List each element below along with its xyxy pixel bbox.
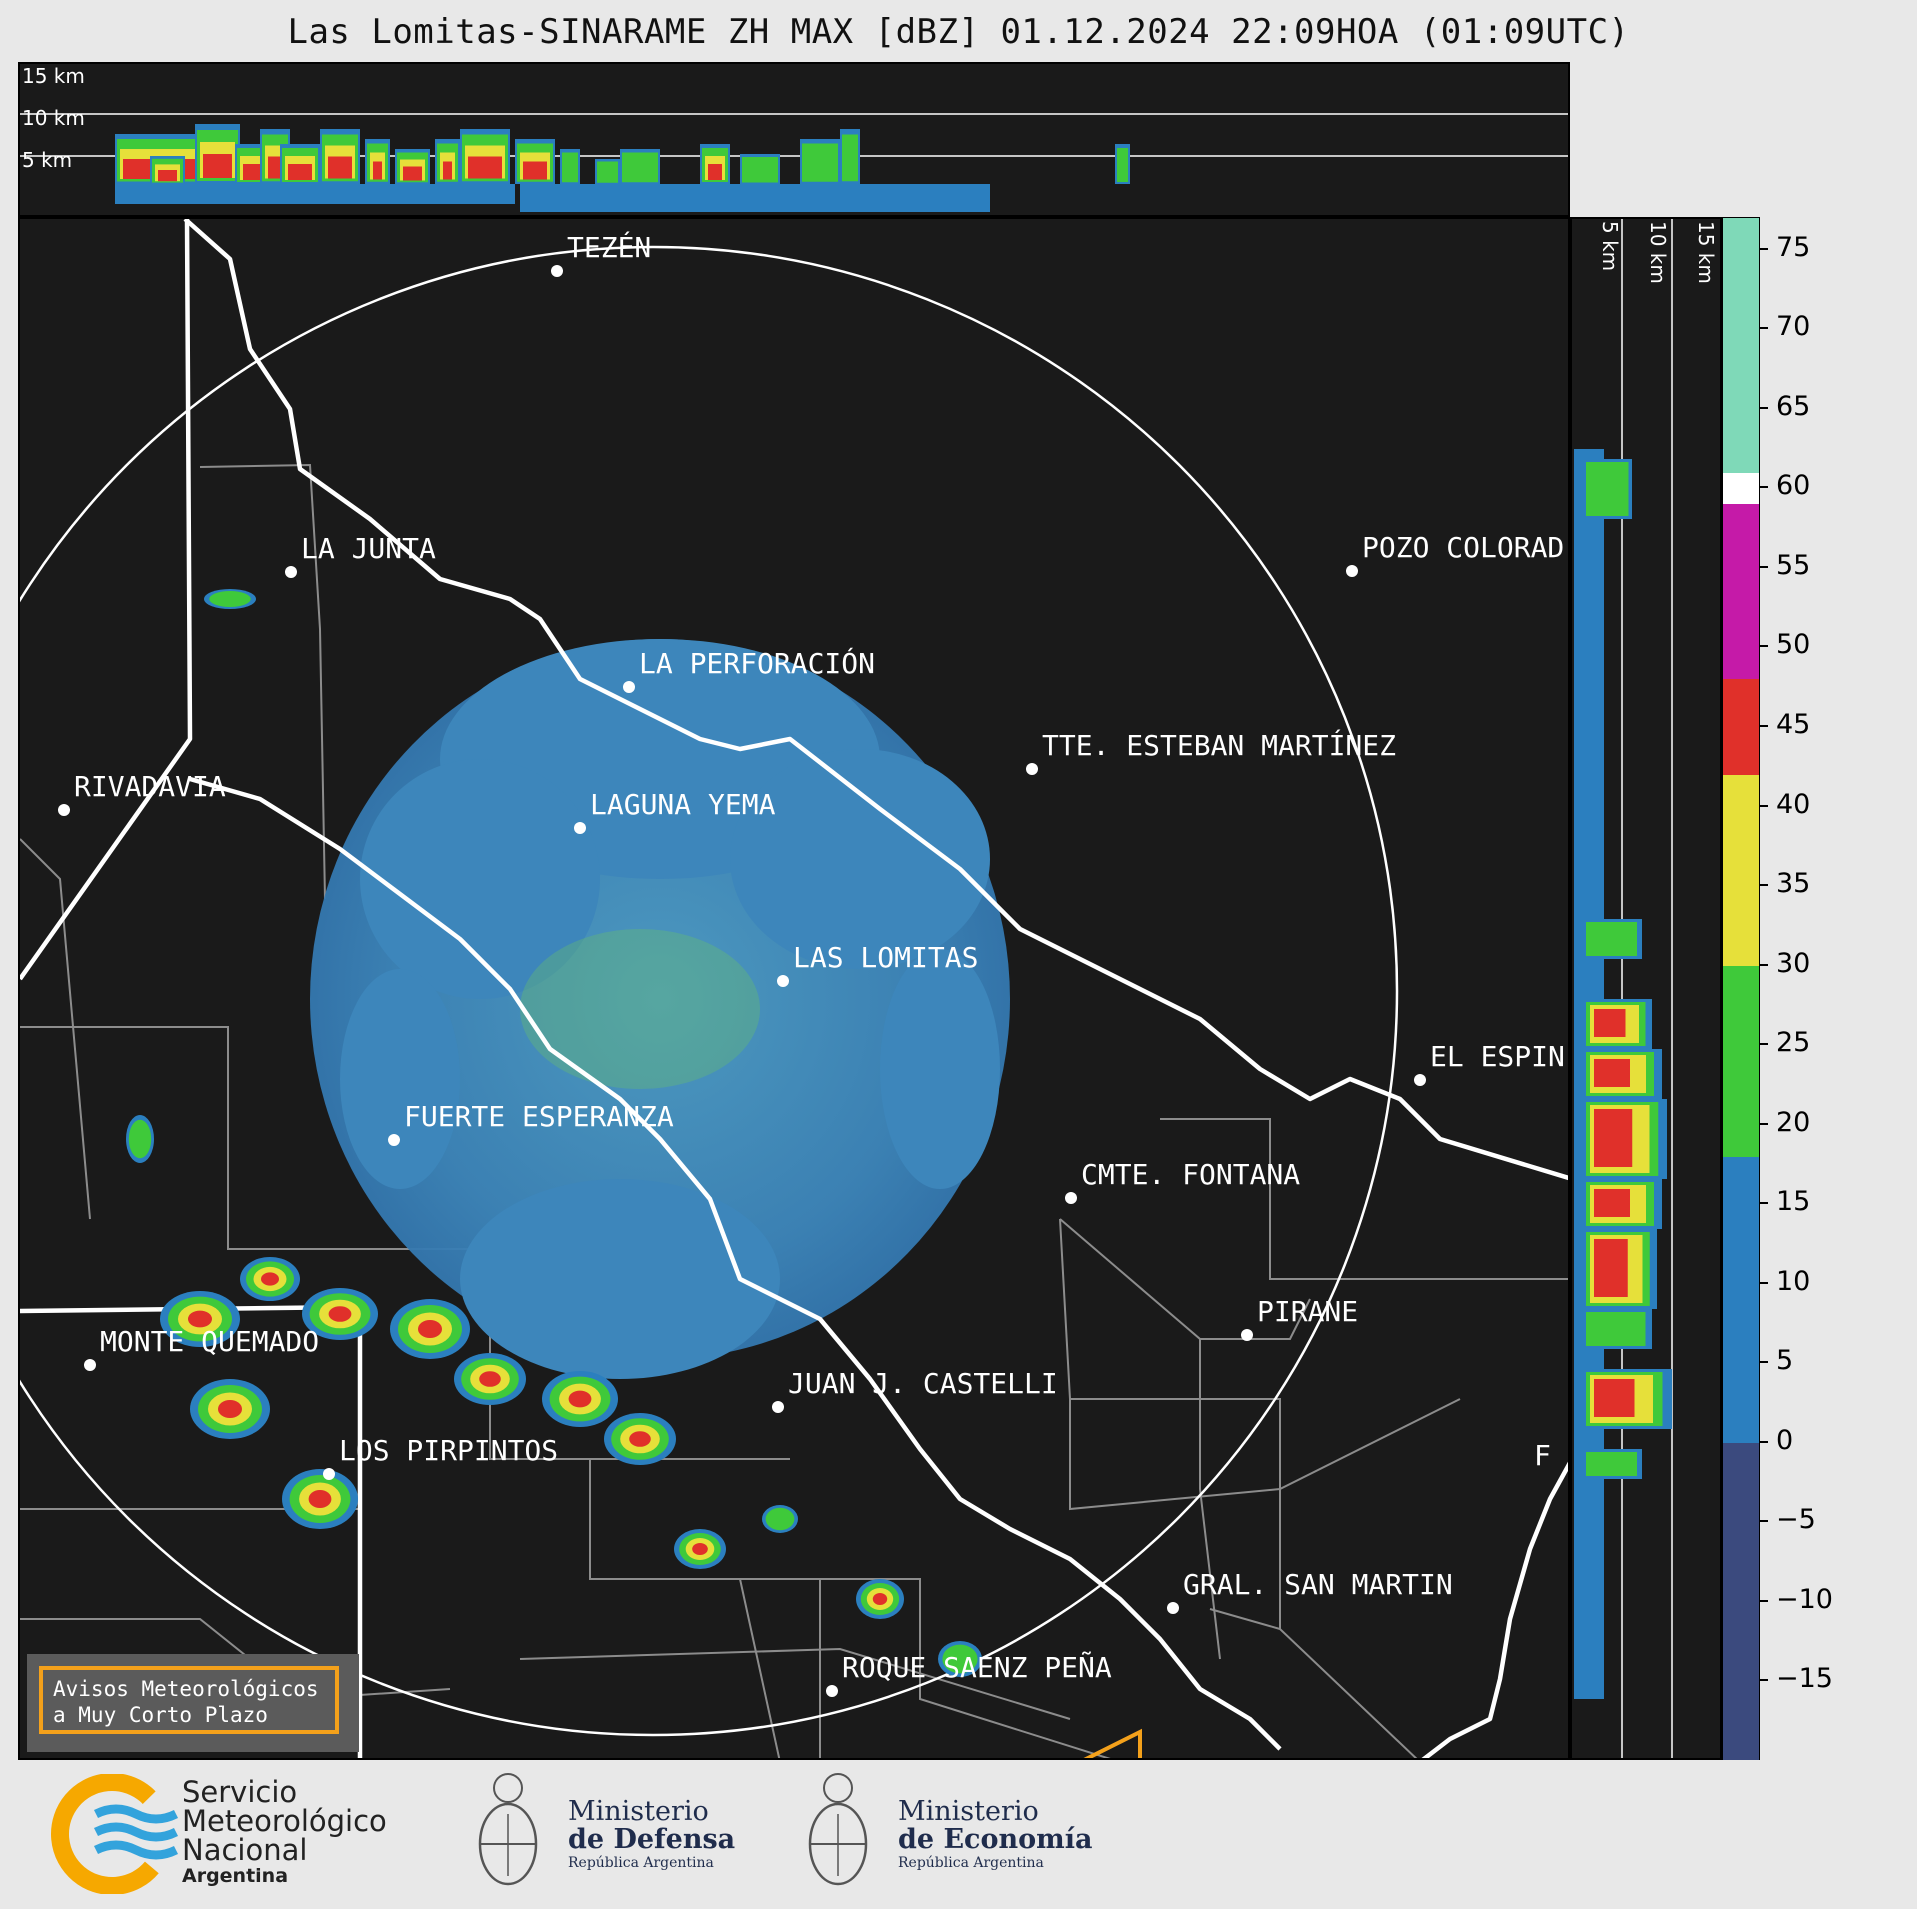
- smn-logo-icon: [51, 1774, 179, 1894]
- colorbar-tick-label: −10: [1776, 1583, 1833, 1615]
- side-cross-section-echoes: [1574, 219, 1673, 1758]
- radar-map-panel[interactable]: TEZÉN LA JUNTA POZO COLORAD LA PERFORACI…: [18, 217, 1570, 1760]
- colorbar-tick-label: 50: [1776, 629, 1811, 661]
- colorbar-tick-label: 5: [1776, 1345, 1794, 1377]
- colorbar-band-2: [1723, 965, 1759, 1157]
- colorbar-band-6: [1723, 218, 1759, 489]
- storm-cells: [126, 589, 982, 1677]
- colorbar-tick-label: 20: [1776, 1106, 1811, 1138]
- colorbar-tick: [1760, 1440, 1768, 1443]
- side-cross-section-panel: 5 km 10 km 15 km: [1570, 217, 1722, 1760]
- colorbar-tick-label: 65: [1776, 390, 1811, 422]
- economia-coat-of-arms-icon: [808, 1773, 868, 1886]
- defensa-logo-text: Ministerio de Defensa República Argentin…: [568, 1796, 736, 1872]
- colorbar-tick-label: 75: [1776, 231, 1811, 263]
- colorbar-tick: [1760, 804, 1768, 807]
- colorbar-tick: [1760, 645, 1768, 648]
- colorbar-tick-label: 70: [1776, 311, 1811, 343]
- colorbar-tick: [1760, 486, 1768, 489]
- avisos-link[interactable]: Avisos Meteorológicos a Muy Corto Plazo: [39, 1666, 339, 1734]
- colorbar-band-0: [1723, 1442, 1759, 1761]
- colorbar-tick: [1760, 725, 1768, 728]
- colorbar-tick: [1760, 327, 1768, 330]
- top-cross-section-panel: 15 km 10 km 5 km: [18, 62, 1570, 217]
- colorbar-band-5: [1723, 488, 1759, 680]
- dbz-colorbar: [1722, 217, 1760, 1761]
- colorbar-band-1: [1723, 1156, 1759, 1443]
- colorbar-band-3: [1723, 774, 1759, 966]
- side-height-label-5km: 5 km: [1598, 221, 1622, 272]
- colorbar-tick: [1760, 1202, 1768, 1205]
- colorbar-tick-label: −5: [1776, 1504, 1816, 1536]
- colorbar-tick: [1760, 1043, 1768, 1046]
- colorbar-tick: [1760, 1599, 1768, 1602]
- radar-echo-area: [310, 639, 1010, 1379]
- colorbar-tick-label: 15: [1776, 1186, 1811, 1218]
- colorbar-tick-label: 60: [1776, 470, 1811, 502]
- avisos-line1: Avisos Meteorológicos: [53, 1677, 319, 1701]
- colorbar-tick-label: 55: [1776, 549, 1811, 581]
- height-label-10km: 10 km: [22, 106, 85, 130]
- colorbar-tick: [1760, 884, 1768, 887]
- side-height-label-15km: 15 km: [1694, 221, 1718, 284]
- radar-map: [20, 219, 1568, 1758]
- smn-logo-text: Servicio Meteorológico Nacional Argentin…: [182, 1775, 387, 1888]
- avisos-line2: a Muy Corto Plazo: [53, 1703, 268, 1727]
- colorbar-tick: [1760, 1361, 1768, 1364]
- colorbar-tick-label: 45: [1776, 709, 1811, 741]
- colorbar-band-white: [1723, 472, 1759, 505]
- radar-title: Las Lomitas-SINARAME ZH MAX [dBZ] 01.12.…: [287, 12, 1630, 52]
- range-ring: [20, 245, 1399, 1737]
- province-boundaries: [20, 219, 1568, 1758]
- height-label-15km: 15 km: [22, 64, 85, 88]
- top-cross-section-echoes: [20, 113, 1568, 212]
- colorbar-tick-label: −15: [1776, 1663, 1833, 1695]
- economia-logo-text: Ministerio de Economía República Argenti…: [898, 1796, 1093, 1872]
- colorbar-tick-label: 10: [1776, 1265, 1811, 1297]
- colorbar-tick-label: 30: [1776, 947, 1811, 979]
- colorbar-tick: [1760, 1520, 1768, 1523]
- colorbar-tick: [1760, 1679, 1768, 1682]
- colorbar-tick-label: 0: [1776, 1424, 1794, 1456]
- footer-logos: Servicio Meteorológico Nacional Argentin…: [0, 1760, 1917, 1909]
- side-height-label-10km: 10 km: [1646, 221, 1670, 284]
- avisos-box[interactable]: Avisos Meteorológicos a Muy Corto Plazo: [27, 1654, 359, 1752]
- colorbar-tick: [1760, 1281, 1768, 1284]
- colorbar-tick: [1760, 565, 1768, 568]
- colorbar-tick: [1760, 247, 1768, 250]
- colorbar-tick-label: 35: [1776, 868, 1811, 900]
- colorbar-tick: [1760, 406, 1768, 409]
- colorbar-tick: [1760, 1122, 1768, 1125]
- colorbar-band-4: [1723, 679, 1759, 775]
- colorbar-tick-label: 25: [1776, 1027, 1811, 1059]
- defensa-coat-of-arms-icon: [478, 1773, 538, 1886]
- height-label-5km: 5 km: [22, 148, 73, 172]
- colorbar-tick: [1760, 963, 1768, 966]
- colorbar-tick-label: 40: [1776, 788, 1811, 820]
